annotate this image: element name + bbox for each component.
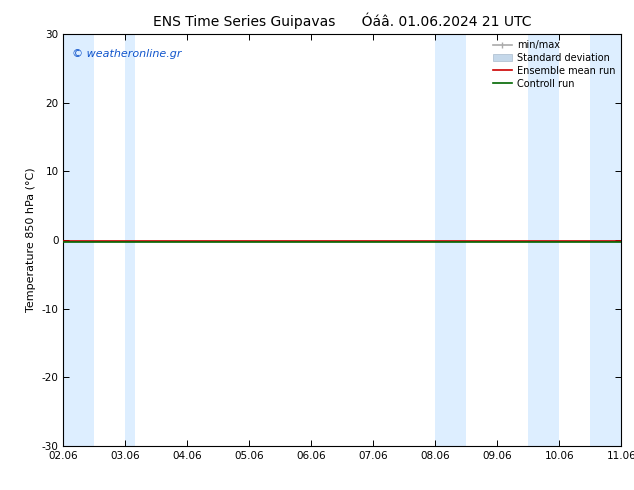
Bar xyxy=(126,34,134,446)
Bar xyxy=(528,34,559,446)
Bar xyxy=(63,34,94,446)
Title: ENS Time Series Guipavas      Óáâ. 01.06.2024 21 UTC: ENS Time Series Guipavas Óáâ. 01.06.2024… xyxy=(153,12,532,29)
Bar xyxy=(590,34,621,446)
Bar xyxy=(436,34,467,446)
Text: © weatheronline.gr: © weatheronline.gr xyxy=(72,49,181,59)
Legend: min/max, Standard deviation, Ensemble mean run, Controll run: min/max, Standard deviation, Ensemble me… xyxy=(489,37,618,92)
Y-axis label: Temperature 850 hPa (°C): Temperature 850 hPa (°C) xyxy=(26,168,36,313)
